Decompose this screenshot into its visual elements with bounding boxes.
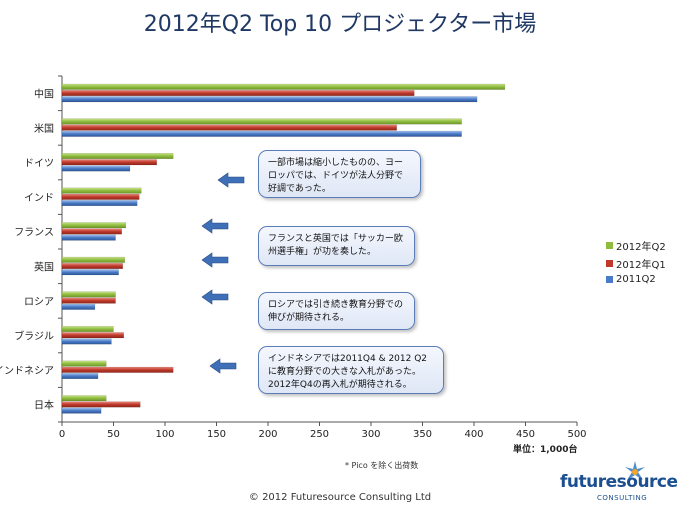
callout-indonesia: インドネシアでは2011Q4 & 2012 Q2 に教育分野での大きな入札があっ… bbox=[258, 346, 444, 394]
legend-swatch-2012q2 bbox=[606, 242, 613, 249]
arrow-uk bbox=[201, 252, 229, 268]
x-tick-label: 0 bbox=[59, 429, 65, 440]
bar bbox=[61, 303, 96, 310]
x-tick-label: 300 bbox=[361, 429, 380, 440]
bar bbox=[61, 159, 157, 166]
bar bbox=[61, 234, 116, 241]
callout-france-uk: フランスと英国では「サッカー欧州選手権」が功を奏した。 bbox=[258, 226, 415, 266]
bar bbox=[61, 193, 140, 200]
bar bbox=[61, 407, 102, 414]
bar bbox=[61, 373, 99, 380]
logo-star-icon bbox=[625, 461, 645, 480]
legend-swatch-2011q2 bbox=[606, 276, 613, 283]
y-tick-label: 中国 bbox=[34, 87, 54, 100]
bar bbox=[61, 130, 462, 137]
bar bbox=[61, 256, 126, 263]
bar bbox=[61, 395, 107, 402]
arrow-indonesia bbox=[209, 358, 237, 374]
y-tick-label: 米国 bbox=[34, 122, 54, 135]
x-tick-label: 100 bbox=[155, 429, 174, 440]
futuresource-logo: futuresource CONSULTING bbox=[560, 460, 678, 510]
bar bbox=[61, 228, 122, 235]
y-tick-label: 英国 bbox=[34, 260, 54, 273]
y-tick-label: インドネシア bbox=[0, 365, 54, 377]
callout-germany: 一部市場は縮小したものの、ヨーロッパでは、ドイツが法人分野で好調であった。 bbox=[258, 150, 421, 198]
bar bbox=[61, 187, 142, 194]
x-tick-label: 200 bbox=[258, 429, 277, 440]
legend-label-2011q2: 2011Q2 bbox=[616, 274, 656, 285]
y-tick-label: ロシア bbox=[24, 297, 54, 308]
legend-item-2011q2: 2011Q2 bbox=[606, 274, 656, 285]
unit-label: 単位：1,000台 bbox=[513, 445, 578, 455]
x-tick-label: 500 bbox=[567, 429, 586, 440]
callout-russia: ロシアでは引き続き教育分野での伸びが期待される。 bbox=[258, 292, 415, 330]
x-tick-label: 350 bbox=[413, 429, 432, 440]
bar bbox=[61, 83, 506, 90]
copyright: © 2012 Futuresource Consulting Ltd bbox=[248, 492, 432, 503]
bar bbox=[61, 338, 112, 345]
y-tick-label: インド bbox=[24, 193, 54, 204]
bar bbox=[61, 124, 397, 131]
bar bbox=[61, 366, 174, 373]
bar bbox=[61, 401, 141, 408]
y-tick-label: ブラジル bbox=[14, 330, 54, 343]
bar bbox=[61, 297, 116, 304]
bar bbox=[61, 152, 174, 159]
legend-item-2012q1: 2012年Q1 bbox=[606, 256, 666, 271]
bar bbox=[61, 199, 138, 206]
arrow-germany bbox=[217, 172, 245, 188]
legend-label-2012q1: 2012年Q1 bbox=[616, 260, 666, 271]
logo-tagline: CONSULTING bbox=[597, 494, 648, 502]
legend-item-2012q2: 2012年Q2 bbox=[606, 238, 666, 253]
y-tick-label: フランス bbox=[14, 227, 54, 239]
x-tick-label: 150 bbox=[207, 429, 226, 440]
bar bbox=[61, 291, 116, 298]
bar bbox=[61, 118, 462, 125]
bar bbox=[61, 360, 107, 367]
arrow-russia bbox=[201, 289, 229, 305]
bar bbox=[61, 332, 124, 339]
bar bbox=[61, 326, 114, 333]
bar bbox=[61, 89, 415, 96]
bar bbox=[61, 96, 478, 103]
x-tick-label: 400 bbox=[464, 429, 483, 440]
legend-swatch-2012q1 bbox=[606, 260, 613, 267]
legend-label-2012q2: 2012年Q2 bbox=[616, 242, 666, 253]
x-tick-label: 450 bbox=[516, 429, 535, 440]
chart-title: 2012年Q2 Top 10 プロジェクター市場 bbox=[143, 12, 537, 37]
x-tick-label: 50 bbox=[107, 429, 120, 440]
y-tick-label: ドイツ bbox=[24, 159, 54, 170]
footnote: * Pico を除く出荷数 bbox=[345, 461, 419, 470]
arrow-france bbox=[201, 218, 229, 234]
bar bbox=[61, 263, 123, 270]
x-tick-label: 250 bbox=[310, 429, 329, 440]
bar bbox=[61, 269, 119, 276]
y-tick-label: 日本 bbox=[34, 399, 54, 412]
bar bbox=[61, 165, 131, 172]
bar bbox=[61, 222, 127, 229]
logo-wordmark: futuresource bbox=[560, 472, 678, 492]
